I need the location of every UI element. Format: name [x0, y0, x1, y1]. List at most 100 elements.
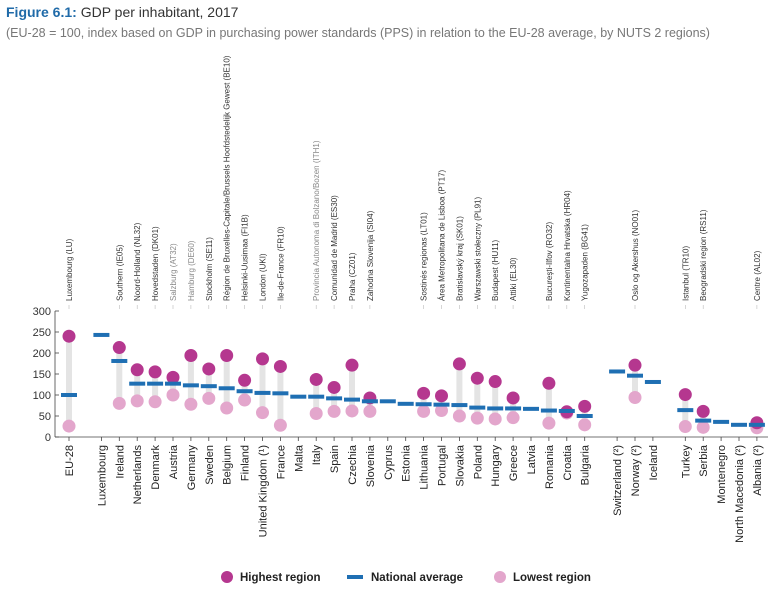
- legend-national-label: National average: [371, 572, 463, 584]
- category-label: Malta: [293, 444, 305, 472]
- national-average-mark: [433, 402, 450, 407]
- category-label: Serbia: [698, 444, 710, 477]
- category-label: Estonia: [401, 444, 413, 482]
- highest-region-point: [220, 349, 234, 363]
- range-bar: [545, 383, 552, 424]
- highest-region-label: Salzburg (AT32): [169, 243, 178, 301]
- national-average-mark: [677, 408, 694, 413]
- national-average-mark: [344, 397, 360, 402]
- national-average-mark: [236, 389, 253, 394]
- national-average-mark: [326, 396, 343, 401]
- y-tick-label: 300: [33, 306, 51, 318]
- chart-subtitle: (EU-28 = 100, index based on GDP in purc…: [6, 26, 710, 40]
- category-label: Lithuania: [419, 444, 431, 490]
- lowest-region-point: [166, 388, 180, 402]
- highest-region-point: [488, 375, 502, 389]
- y-tick-label: 50: [39, 411, 51, 423]
- category-label: Iceland: [648, 445, 660, 480]
- national-average-mark: [576, 414, 593, 418]
- lowest-region-point: [628, 391, 642, 405]
- national-average-mark: [290, 394, 307, 399]
- highest-region-label: Budapest (HU11): [491, 239, 500, 301]
- national-average-mark: [731, 422, 747, 427]
- highest-region-point: [506, 391, 520, 405]
- lowest-region-point: [542, 416, 556, 430]
- category-label: United Kingdom (¹): [258, 445, 270, 537]
- highest-region-label: Noord-Holland (NL32): [133, 222, 142, 301]
- legend-highest-marker: [221, 571, 233, 583]
- category-label: Romania: [544, 444, 556, 489]
- range-bar: [116, 347, 123, 404]
- national-average-mark: [695, 418, 712, 423]
- y-tick-label: 100: [33, 390, 51, 402]
- category-label: EU-28: [64, 445, 76, 476]
- highest-region-label: Yugozapaden (BG41): [581, 224, 590, 301]
- national-average-mark: [713, 419, 730, 424]
- lowest-region-point: [435, 404, 448, 418]
- national-average-mark: [93, 332, 110, 337]
- highest-region-point: [696, 404, 710, 418]
- national-average-mark: [397, 401, 414, 406]
- national-average-mark: [129, 381, 146, 386]
- lowest-region-point: [327, 404, 341, 418]
- highest-region-point: [750, 416, 764, 430]
- national-average-mark: [451, 403, 468, 408]
- range-bar: [632, 365, 638, 398]
- national-average-mark: [218, 386, 235, 391]
- lowest-region-point: [488, 412, 502, 426]
- category-label: Croatia: [562, 444, 574, 480]
- range-bar: [259, 358, 266, 413]
- highest-region-point: [678, 388, 692, 402]
- range-bar: [187, 355, 194, 405]
- category-label: Norway (²): [630, 445, 642, 496]
- lowest-region-point: [309, 406, 323, 420]
- highest-region-label: Praha (CZ01): [348, 252, 357, 301]
- highest-region-point: [327, 380, 341, 394]
- highest-region-point: [166, 370, 180, 384]
- highest-region-point: [470, 371, 484, 385]
- highest-region-label: Luxembourg (LU): [65, 238, 74, 301]
- highest-region-point: [417, 386, 431, 400]
- national-average-mark: [61, 393, 77, 397]
- category-label: Czechia: [347, 444, 359, 485]
- highest-region-label: Provincia Autonoma di Bolzano/Bozen (ITH…: [312, 140, 321, 301]
- range-bar: [277, 366, 284, 426]
- category-label: Portugal: [437, 445, 449, 486]
- lowest-region-point: [238, 393, 252, 407]
- chart-title: Figure 6.1: GDP per inhabitant, 2017: [6, 4, 238, 20]
- highest-region-point: [130, 363, 144, 377]
- lowest-region-point: [112, 396, 126, 410]
- highest-region-label: Zahodna Slovenija (SI04): [366, 210, 375, 301]
- highest-region-point: [256, 352, 269, 366]
- category-label: Albania (²): [752, 445, 764, 496]
- category-label: Belgium: [222, 445, 234, 485]
- lowest-region-point: [345, 404, 359, 418]
- category-label: Austria: [168, 444, 180, 479]
- national-average-mark: [523, 406, 539, 411]
- category-label: Turkey: [680, 445, 692, 479]
- national-average-mark: [644, 379, 661, 384]
- national-average-mark: [627, 373, 643, 378]
- highest-region-label: Southern (IE05): [115, 244, 124, 301]
- highest-region-label: Ile-de-France (FR10): [276, 226, 285, 301]
- lowest-region-point: [578, 418, 592, 432]
- highest-region-label: Bratislavský kraj (SK01): [455, 216, 464, 301]
- category-label: Italy: [311, 445, 323, 466]
- highest-region-label: Stockholm (SE11): [205, 237, 214, 301]
- highest-region-label: Sostinės regionas (LT01): [420, 212, 429, 301]
- category-label: Bulgaria: [580, 444, 592, 485]
- y-tick-label: 150: [33, 369, 51, 381]
- national-average-mark: [415, 402, 432, 407]
- category-label: Slovakia: [454, 444, 466, 486]
- highest-region-label: Centre (AL02): [753, 250, 762, 301]
- category-label: Finland: [240, 445, 252, 481]
- lowest-region-point: [184, 397, 198, 411]
- range-bar: [170, 377, 176, 395]
- highest-region-point: [309, 372, 323, 386]
- legend-lowest-marker: [494, 571, 506, 583]
- range-bar: [456, 363, 463, 416]
- highest-region-label: Beogradski region (RS11): [699, 209, 708, 301]
- lowest-region-point: [62, 419, 76, 433]
- highest-region-point: [202, 362, 216, 376]
